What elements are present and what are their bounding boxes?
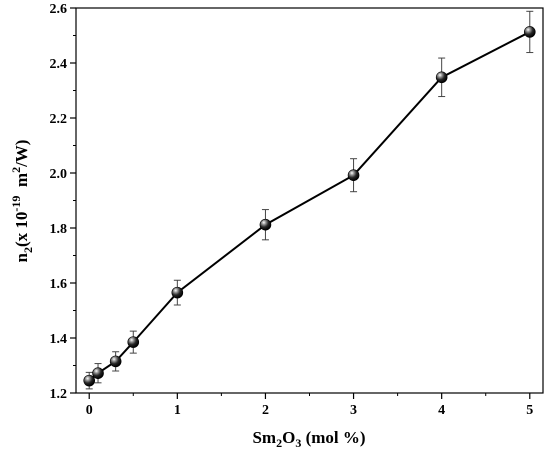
x-tick-label: 4: [438, 403, 445, 418]
series-line: [88, 31, 531, 382]
data-markers: [83, 26, 536, 387]
x-tick-label: 0: [86, 403, 93, 418]
x-tick-label: 1: [174, 403, 181, 418]
x-tick-label: 2: [262, 403, 269, 418]
data-point: [109, 355, 122, 368]
y-title-sub: 2: [21, 247, 35, 253]
data-point: [523, 26, 536, 38]
x-tick-label: 3: [350, 403, 357, 418]
y-title-base: n: [12, 252, 31, 262]
y-tick-label: 1.2: [50, 387, 68, 402]
x-title-mid: O: [282, 428, 295, 447]
x-title-sub2: 3: [295, 436, 301, 450]
y-tick-label: 2.2: [50, 112, 68, 127]
data-point: [127, 336, 140, 348]
y-title-sup1: -19: [9, 196, 23, 212]
x-title-base: Sm: [252, 428, 276, 447]
y-tick-label: 1.4: [50, 332, 68, 347]
y-title-mid2: m: [12, 173, 31, 196]
y-title-sup2: 2: [9, 167, 23, 173]
y-tick-label: 2.4: [50, 57, 68, 72]
y-tick-label: 2.6: [50, 2, 68, 17]
data-point: [259, 218, 272, 231]
axis-ticks: 0 1 2 3 4 5 1.2 1.4 1.6 1.8 2.0 2.2 2.4 2.6: [50, 2, 534, 418]
y-title-mid: (x 10: [12, 212, 31, 247]
x-axis-title: Sm2O3 (mol %): [252, 428, 365, 450]
y-tick-label: 2.0: [50, 167, 68, 182]
data-point: [92, 367, 104, 380]
x-title-sub1: 2: [276, 436, 282, 450]
x-tick-label: 5: [526, 403, 533, 418]
data-point: [347, 169, 360, 181]
y-tick-label: 1.6: [50, 277, 68, 292]
data-point: [435, 71, 448, 84]
y-tick-label: 1.8: [50, 222, 68, 237]
y-title-rest: /W): [12, 140, 31, 168]
data-point: [83, 374, 96, 387]
x-title-rest: (mol %): [301, 428, 365, 447]
y-axis-title: n2(x 10-19 m2/W): [9, 140, 35, 263]
data-point: [171, 286, 184, 299]
